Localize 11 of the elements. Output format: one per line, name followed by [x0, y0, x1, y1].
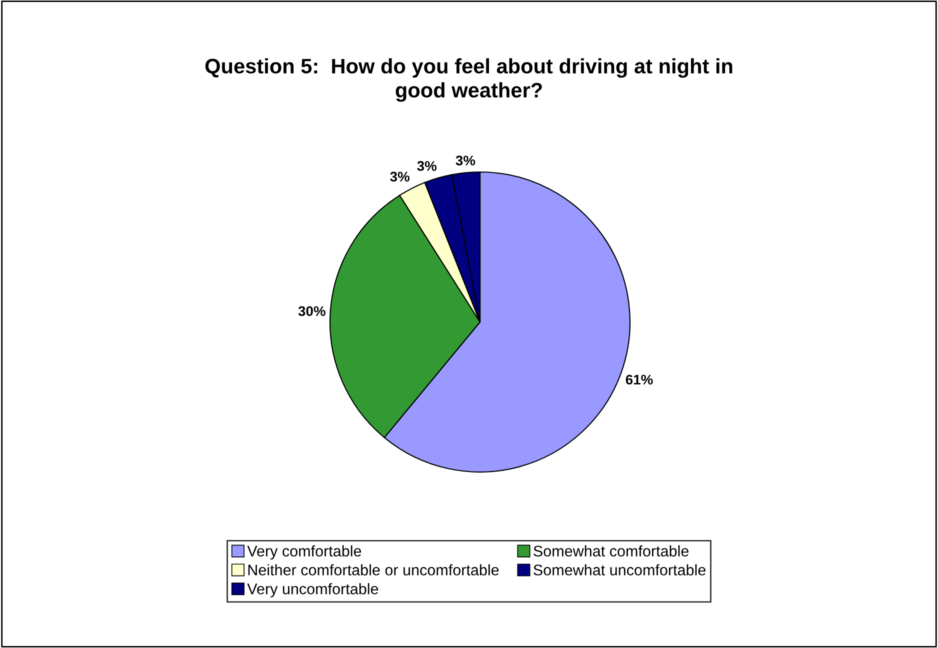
chart-title: Question 5: How do you feel about driving at night in good weather? [205, 58, 732, 102]
data-label: 3% [417, 161, 437, 171]
data-label: 3% [390, 172, 410, 182]
data-label: 30% [298, 306, 326, 316]
legend-label: Very uncomfortable [247, 583, 378, 598]
legend-label: Somewhat uncomfortable [534, 564, 706, 576]
legend-label: Somewhat comfortable [534, 545, 688, 557]
legend-label: Very comfortable [247, 545, 362, 560]
data-label: 61% [626, 374, 653, 385]
data-label: 3% [456, 156, 476, 166]
legend-label: Neither comfortable or uncomfortable [248, 564, 499, 576]
